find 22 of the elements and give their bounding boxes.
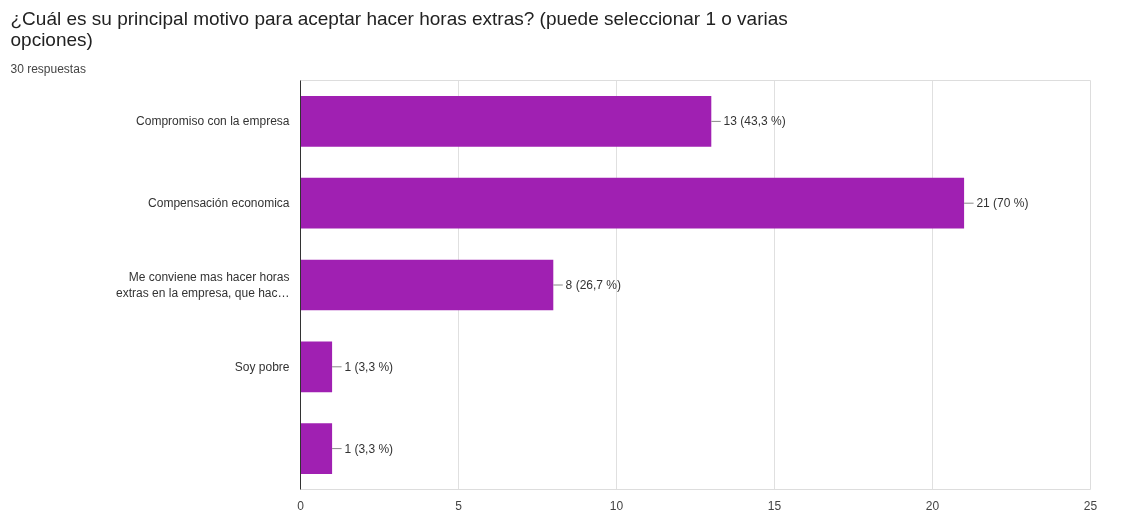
y-tick-label: Me conviene mas hacer horas extras en la empresa, que hac… (116, 269, 290, 301)
bar (300, 341, 333, 393)
data-label: 1 (3,3 %) (344, 441, 394, 456)
y-tick-label: Compensación economica (148, 196, 290, 211)
data-label: 8 (26,7 %) (565, 278, 621, 292)
data-label: 13 (43,3 %) (723, 114, 786, 129)
data-label: 21 (70 %) (976, 196, 1029, 211)
data-label: 1 (3,3 %) (344, 359, 394, 374)
bar (300, 177, 965, 229)
x-tick-label: 10 (609, 498, 624, 513)
x-tick-label: 15 (767, 498, 782, 513)
x-tick-label: 0 (297, 498, 305, 513)
y-tick-label: Soy pobre (234, 359, 290, 374)
bar (300, 423, 333, 474)
bar (300, 259, 554, 311)
x-tick-label: 5 (455, 498, 463, 513)
chart-title: ¿Cuál es su principal motivo para aceptar hacer horas extras? (puede seleccionar 1 o varias opciones) (10, 7, 788, 50)
x-tick-label: 20 (925, 498, 940, 513)
text: 30 respuestas (10, 61, 86, 76)
y-tick-label: Compromiso con la empresa (136, 114, 290, 129)
bar (300, 96, 712, 147)
x-tick-label: 25 (1083, 498, 1098, 513)
